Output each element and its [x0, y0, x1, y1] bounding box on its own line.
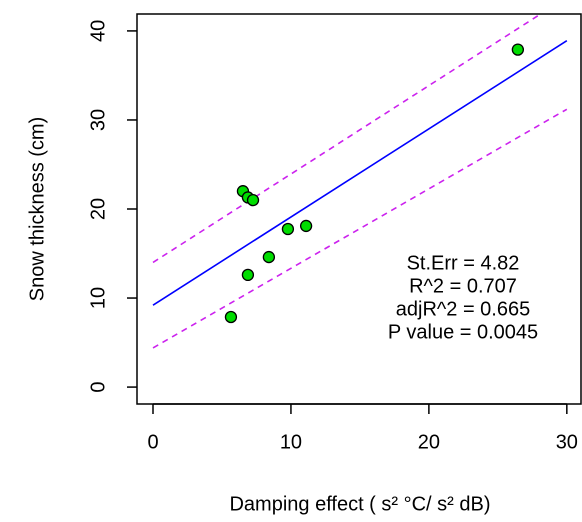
- y-tick-label: 30: [87, 109, 109, 131]
- stat-annotation: R^2 = 0.707: [409, 275, 517, 297]
- prediction-band: [152, 108, 568, 349]
- x-tick-label: 20: [418, 431, 440, 453]
- prediction-band: [152, 14, 542, 264]
- stat-annotation: P value = 0.0045: [388, 321, 538, 343]
- fit-line: [152, 40, 568, 306]
- y-tick-label: 20: [87, 198, 109, 220]
- y-tick-label: 10: [87, 287, 109, 309]
- x-tick-label: 10: [280, 431, 302, 453]
- y-axis-label: Snow thickness (cm): [26, 117, 48, 302]
- stat-annotation: adjR^2 = 0.665: [396, 298, 530, 320]
- x-tick-label: 30: [556, 431, 578, 453]
- x-tick-label: 0: [147, 431, 158, 453]
- data-point: [262, 250, 276, 264]
- x-axis-label: Damping effect ( s² °C/ s² dB): [229, 493, 490, 515]
- y-tick-label: 40: [87, 20, 109, 42]
- plot-box: [136, 13, 582, 405]
- plot-area: [152, 14, 568, 349]
- data-point: [224, 310, 238, 324]
- data-point: [511, 43, 525, 56]
- data-point: [281, 222, 295, 236]
- data-point: [246, 193, 260, 207]
- y-tick-label: 0: [87, 382, 109, 393]
- data-point: [241, 268, 255, 282]
- stat-annotation: St.Err = 4.82: [407, 252, 520, 274]
- data-point: [299, 219, 313, 233]
